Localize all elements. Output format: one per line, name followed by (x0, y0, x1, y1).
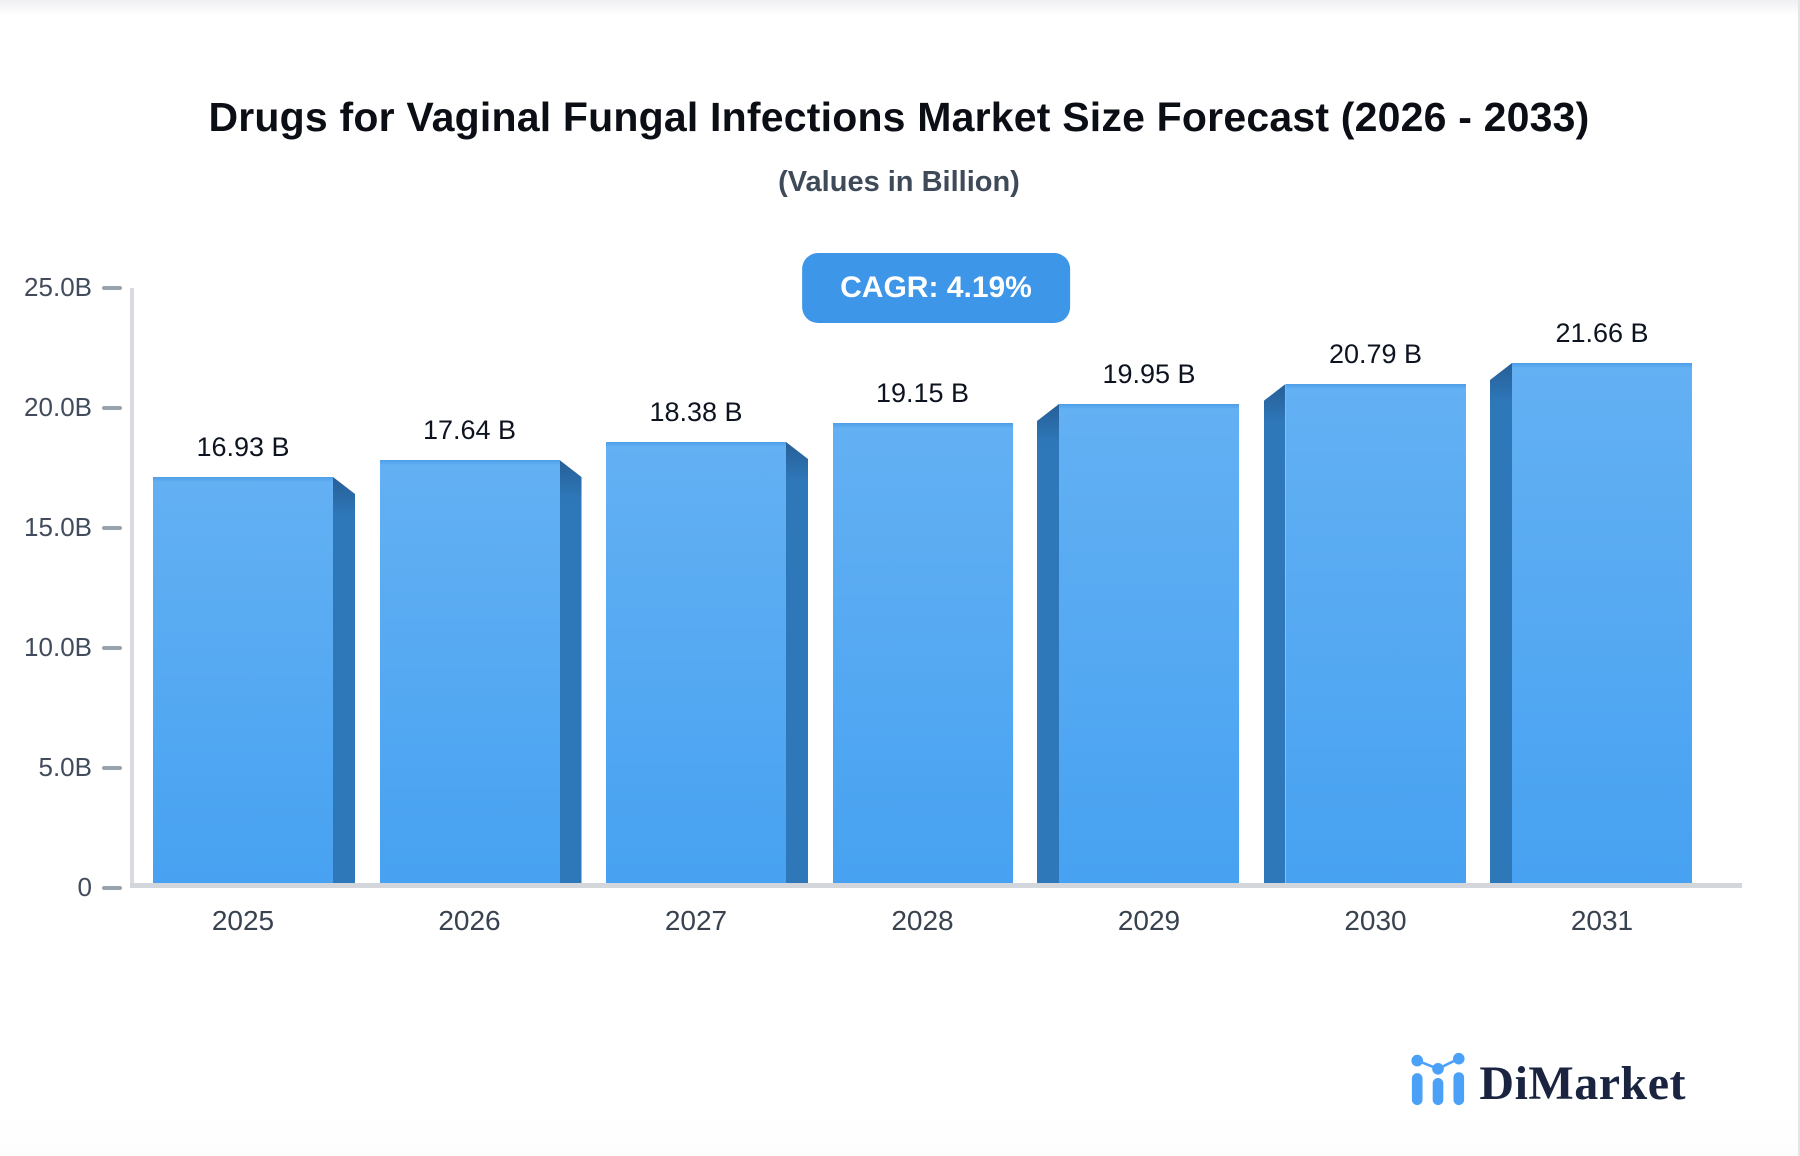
bar-3d-side (786, 442, 808, 883)
bar-chart-plot-area (130, 288, 1742, 888)
y-axis-tick-label: 20.0B (24, 392, 92, 422)
x-axis-category-label: 2026 (438, 905, 501, 936)
bar-2028 (832, 423, 1013, 883)
y-axis-line (130, 288, 134, 888)
bar-value-label: 18.38 B (649, 397, 743, 427)
x-axis-category-label: 2025 (211, 905, 275, 936)
bar-line-chart-icon (1411, 1052, 1465, 1106)
bar-3d-side (1490, 363, 1512, 883)
bar-value-label: 19.95 B (1102, 359, 1196, 389)
y-axis-tick-mark (102, 526, 122, 530)
bar-2026 (379, 460, 582, 883)
y-axis-tick-mark (102, 286, 122, 290)
bar-2025 (153, 477, 355, 883)
x-axis-category-label: 2027 (664, 905, 728, 936)
bar-value-label: 20.79 B (1328, 339, 1423, 369)
bar-face (1512, 363, 1692, 883)
bar-face (1059, 404, 1239, 883)
page-title: Drugs for Vaginal Fungal Infections Mark… (208, 94, 1590, 140)
y-axis-tick-mark (102, 886, 122, 890)
y-axis-tick-label: 15.0B (24, 512, 92, 542)
bar-2030 (1263, 384, 1466, 883)
dimarket-logo: DiMarket (1409, 1048, 1686, 1108)
bar-value-label: 17.64 B (422, 415, 517, 445)
y-axis-tick-mark (102, 646, 122, 650)
bar-2027 (606, 442, 808, 883)
y-axis-tick-label: 5.0B (38, 752, 93, 782)
y-axis-tick-label: 25.0B (24, 272, 92, 302)
y-axis-tick-mark (102, 406, 122, 410)
bar-3d-side (333, 477, 355, 883)
x-axis-category-label: 2031 (1570, 905, 1634, 936)
bar-face (832, 423, 1013, 883)
y-axis-tick-label: 0 (77, 872, 92, 902)
bar-3d-side (1037, 404, 1059, 883)
bar-face (153, 477, 333, 883)
y-axis-tick-mark (102, 766, 122, 770)
bar-2029 (1037, 404, 1239, 883)
logo-text: DiMarket (1479, 1057, 1686, 1110)
bar-face (606, 442, 786, 883)
bar-face (379, 460, 560, 883)
bar-3d-side (559, 460, 582, 883)
x-axis-category-label: 2030 (1344, 905, 1407, 936)
bar-2031 (1490, 363, 1692, 883)
bar-value-label: 21.66 B (1555, 318, 1649, 348)
bar-3d-side (1263, 384, 1286, 883)
x-axis-category-label: 2029 (1117, 905, 1181, 936)
chart-subtitle: (Values in Billion) (778, 166, 1020, 198)
x-axis-category-label: 2028 (891, 905, 954, 936)
y-axis-tick-label: 10.0B (24, 632, 92, 662)
x-axis-baseline (130, 883, 1742, 888)
bar-face (1285, 384, 1466, 883)
cagr-badge: CAGR: 4.19% (802, 253, 1070, 323)
bar-value-label: 16.93 B (196, 432, 290, 462)
bar-value-label: 19.15 B (875, 378, 970, 408)
